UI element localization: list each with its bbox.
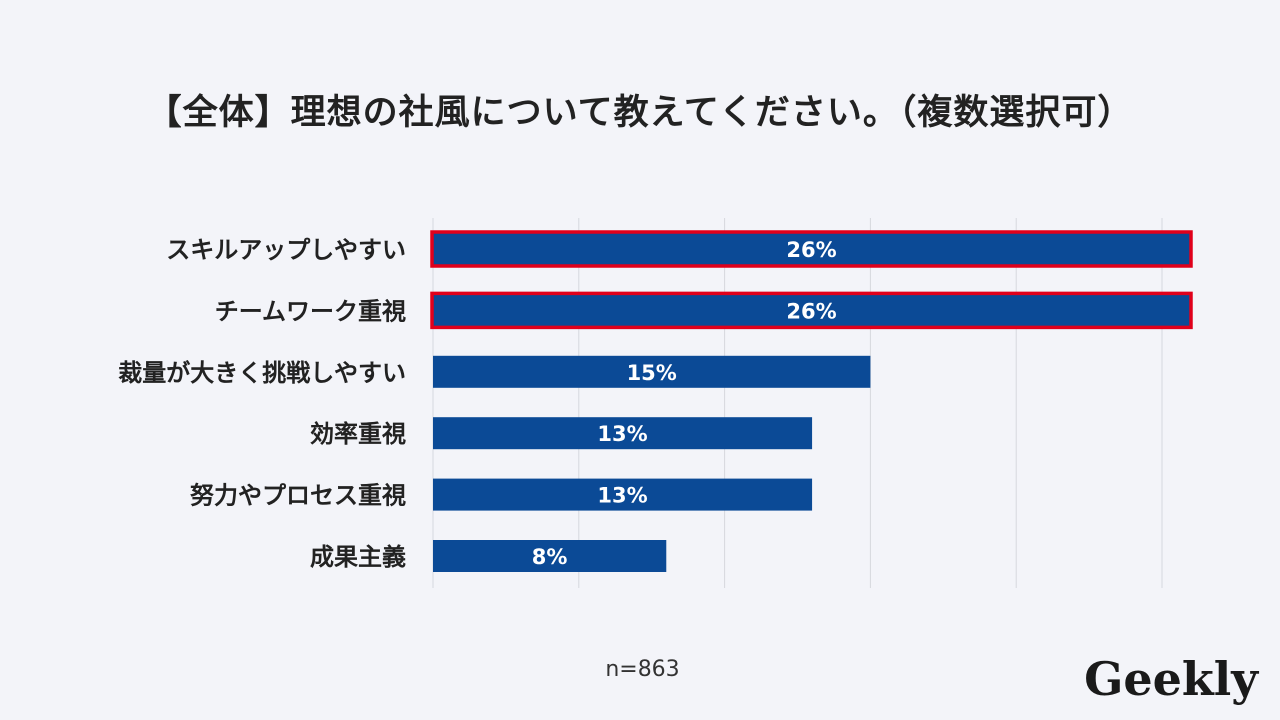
data-label: 26% <box>786 299 836 323</box>
data-label: 8% <box>532 545 568 569</box>
bar <box>433 540 667 572</box>
data-label: 26% <box>786 238 836 262</box>
category-label: 裁量が大きく挑戦しやすい <box>118 359 406 387</box>
bar <box>433 355 871 388</box>
bar <box>433 478 813 511</box>
geekly-logo: Geekly <box>1084 652 1258 706</box>
bars: スキルアップしやすい 26% チームワーク重視 26% 裁量が大きく挑戦しやすい 15% 効… <box>118 230 1193 572</box>
chart-title: 【全体】理想の社風について教えてください。（複数選択可） <box>146 93 1134 133</box>
category-label: 努力やプロセス重視 <box>190 482 406 510</box>
category-label: スキルアップしやすい <box>166 236 406 264</box>
sample-size-note: n=863 <box>605 657 680 682</box>
grid-lines <box>432 218 1163 588</box>
highlight-border <box>430 230 1193 268</box>
bar <box>433 417 813 450</box>
category-label: 効率重視 <box>310 420 406 448</box>
bar <box>433 233 1190 265</box>
data-label: 13% <box>597 422 647 446</box>
category-label: 成果主義 <box>310 543 406 571</box>
category-label: チームワーク重視 <box>215 297 406 325</box>
highlight-border <box>430 291 1193 330</box>
data-label: 13% <box>597 484 647 508</box>
bar <box>433 294 1190 327</box>
data-label: 15% <box>627 361 677 385</box>
